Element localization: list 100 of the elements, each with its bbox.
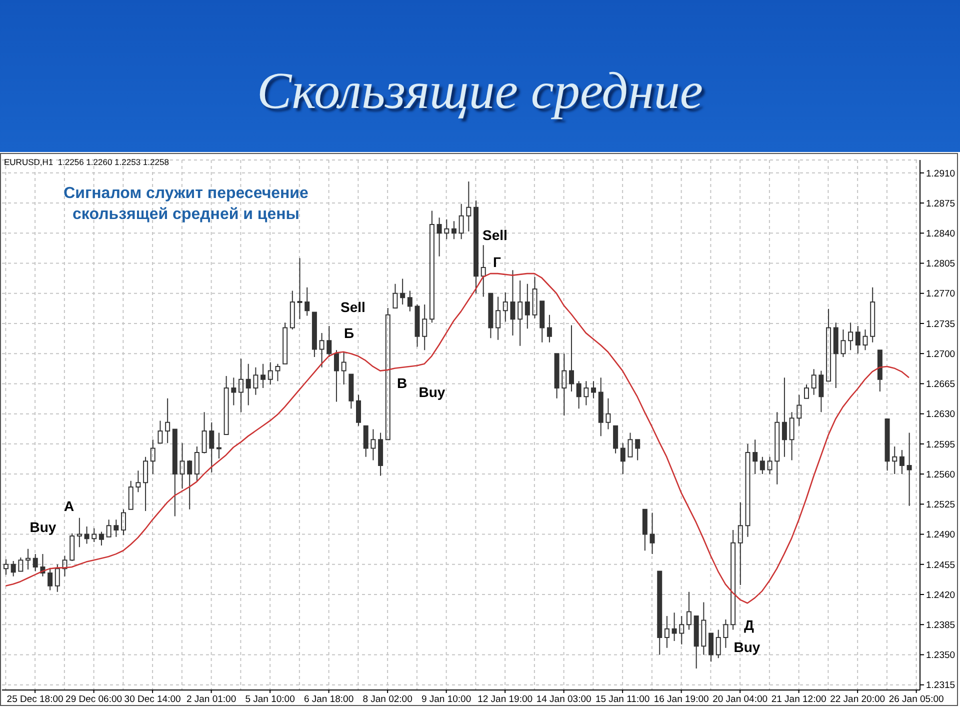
candlestick: [518, 280, 523, 346]
candlestick: [598, 377, 604, 437]
candlestick: [679, 616, 684, 645]
candlestick: [238, 358, 244, 413]
x-tick-label: 5 Jan 10:00: [245, 694, 295, 705]
candlestick: [260, 363, 266, 389]
candlestick: [209, 422, 214, 473]
candlestick: [760, 456, 765, 475]
candlestick: [840, 328, 846, 358]
y-tick-label: 1.2665: [926, 379, 956, 390]
candlestick: [4, 558, 8, 576]
x-tick-label: 9 Jan 10:00: [421, 694, 472, 705]
candlestick: [429, 210, 434, 324]
candlestick: [26, 548, 31, 570]
candlestick: [811, 368, 816, 396]
y-tick-label: 1.2455: [926, 560, 956, 571]
x-tick-label: 16 Jan 19:00: [654, 694, 709, 705]
candlestick: [268, 362, 273, 386]
candlestick: [422, 304, 428, 351]
candlestick: [532, 276, 538, 319]
candlestick: [884, 418, 890, 472]
candlestick: [392, 283, 398, 308]
candlestick: [606, 398, 611, 430]
candlestick: [62, 555, 68, 577]
y-tick-label: 1.2525: [926, 500, 956, 511]
candlestick: [804, 384, 809, 399]
candlestick: [870, 286, 876, 343]
y-tick-label: 1.2875: [926, 198, 956, 210]
x-tick-label: 12 Jan 19:00: [478, 694, 533, 705]
annotation: Buy: [30, 519, 56, 535]
candlestick: [855, 326, 860, 354]
candlestick: [414, 304, 420, 348]
candlestick: [906, 432, 912, 506]
y-tick-label: 1.2735: [926, 318, 956, 330]
candlestick: [877, 350, 882, 392]
x-tick-label: 20 Jan 04:00: [712, 694, 768, 705]
annotation: Sell: [482, 227, 508, 243]
x-tick-label: 2 Jan 01:00: [186, 694, 236, 705]
candlestick: [106, 519, 112, 538]
candlestick: [246, 363, 251, 406]
candlestick: [664, 616, 670, 648]
candlestick: [356, 394, 362, 426]
y-tick-label: 1.2805: [926, 258, 956, 270]
candlestick: [202, 412, 207, 454]
candlestick: [730, 529, 736, 630]
candlestick: [554, 353, 560, 399]
candlestick: [98, 531, 104, 546]
candlestick: [275, 363, 280, 382]
candlestick: [54, 564, 60, 592]
candlestick: [466, 181, 472, 232]
candlestick: [502, 292, 508, 322]
candlestick: [782, 377, 787, 458]
candlestick: [862, 328, 868, 351]
candlestick: [194, 446, 200, 482]
candlestick: [348, 374, 354, 410]
candlestick: [738, 502, 743, 586]
line-series: [5, 272, 910, 604]
candlestick: [378, 432, 384, 476]
candlestick: [796, 394, 802, 426]
x-tick-label: 15 Jan 11:00: [595, 694, 650, 705]
candlestick: [231, 377, 236, 406]
annotation: А: [64, 498, 74, 514]
annotation: Buy: [734, 639, 760, 655]
candlestick: [774, 412, 780, 485]
candlestick: [826, 308, 832, 382]
y-tick-label: 1.2350: [926, 650, 956, 662]
candlestick: [818, 370, 824, 413]
candlestick: [444, 218, 450, 240]
candlestick: [576, 380, 582, 410]
candlestick: [224, 375, 229, 435]
candlestick: [745, 443, 750, 538]
candlestick: [657, 570, 662, 656]
annotation: EURUSD,H1 1.2256 1.2260 1.2253 1.2258: [4, 157, 169, 167]
candlestick: [172, 428, 178, 517]
annotation: Д: [744, 617, 754, 633]
candlestick: [686, 591, 692, 630]
annotation: Г: [493, 254, 501, 270]
candlestick: [150, 439, 156, 475]
candlestick: [128, 480, 134, 510]
chart-title: Скользящие средние: [256, 62, 704, 122]
x-tick-label: 21 Jan 12:00: [771, 694, 826, 705]
candlestick: [187, 460, 192, 510]
candlestick: [76, 517, 82, 548]
candlestick: [708, 632, 714, 662]
x-tick-label: 22 Jan 20:00: [830, 694, 886, 705]
candlestick: [180, 442, 185, 490]
candlestick: [92, 528, 97, 543]
y-tick-label: 1.2385: [926, 620, 956, 631]
candlestick: [672, 612, 677, 642]
candlestick: [341, 351, 346, 386]
candlestick: [510, 270, 516, 336]
candlestick: [635, 439, 640, 461]
y-tick-label: 1.2910: [926, 168, 956, 180]
candlestick: [613, 425, 618, 454]
candlestick: [136, 470, 141, 493]
candlestick: [562, 353, 567, 416]
candlestick: [407, 290, 412, 312]
annotation: Б: [344, 325, 354, 341]
candlestick: [143, 456, 148, 512]
candlestick: [282, 322, 288, 364]
